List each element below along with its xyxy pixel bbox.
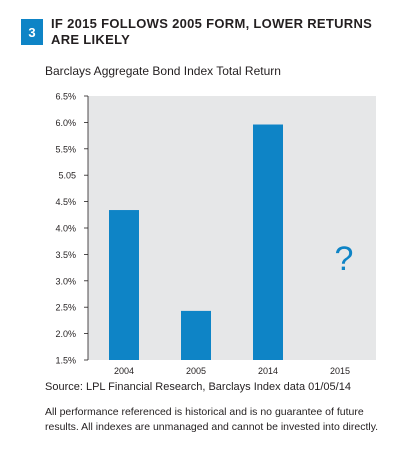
chart-title: IF 2015 FOLLOWS 2005 FORM, LOWER RETURNS… <box>51 16 373 47</box>
y-tick-label: 2.0% <box>55 329 76 339</box>
bar-chart: 6.5% 6.0% 5.5% 5.05 4.5% 4.0% 3.5% 3.0% 2.5% 2.0%… <box>55 92 376 376</box>
x-tick-label: 2014 <box>258 366 278 376</box>
figure-number-badge: 3 <box>21 19 43 45</box>
bar-2004 <box>109 210 139 360</box>
bar-2005 <box>181 310 211 360</box>
y-tick-label: 2.5% <box>55 303 76 313</box>
bar-2014 <box>253 124 283 361</box>
x-tick-label: 2005 <box>186 366 206 376</box>
y-tick-label: 4.5% <box>55 197 76 207</box>
disclaimer-note: All performance referenced is historical… <box>45 406 379 433</box>
y-tick-label: 4.0% <box>55 224 76 234</box>
x-tick-label: 2015 <box>330 366 350 376</box>
chart-subtitle: Barclays Aggregate Bond Index Total Retu… <box>45 64 281 78</box>
x-tick-label: 2004 <box>114 366 134 376</box>
source-note: Source: LPL Financial Research, Barclays… <box>45 381 351 393</box>
y-tick-label: 1.5% <box>55 356 76 366</box>
y-tick-label: 3.0% <box>55 276 76 286</box>
y-tick-label: 6.0% <box>55 118 76 128</box>
unknown-value-marker: ? <box>335 240 354 278</box>
y-tick-label: 6.5% <box>55 92 76 102</box>
y-tick-label: 5.05 <box>58 171 76 181</box>
y-tick-label: 3.5% <box>55 250 76 260</box>
y-tick-label: 5.5% <box>55 144 76 154</box>
